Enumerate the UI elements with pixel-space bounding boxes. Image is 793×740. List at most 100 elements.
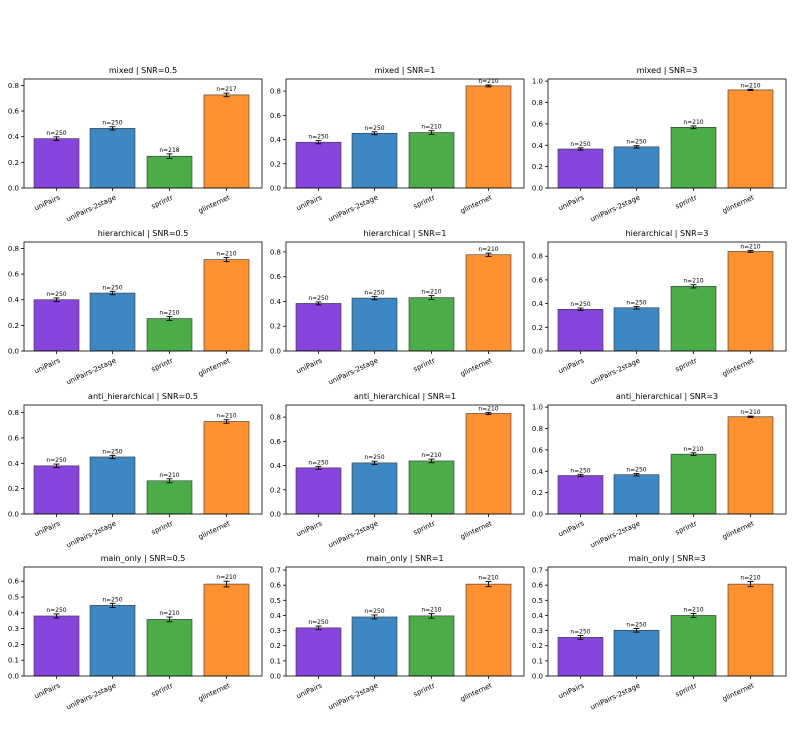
y-tick-label: 0.5 [532,597,543,605]
x-tick-label: sprintr [150,357,174,374]
subplot: hierarchical | SNR=1 0.0 0.2 0.4 0.6 0.8 n=250… [270,229,525,387]
y-tick-label: 0.6 [270,112,282,120]
subplot: main_only | SNR=3 0.0 0.1 0.2 0.3 0.4 0.5 0.6 0.… [532,554,787,712]
x-tick-label: glinternet [459,519,493,541]
x-tick-label: sprintr [412,194,436,211]
n-label: n=210 [683,606,703,613]
x-tick-label: glinternet [721,193,755,215]
y-tick-label: 0.4 [532,300,544,308]
x-tick-label: sprintr [150,194,174,211]
subplot-title: anti_hierarchical | SNR=1 [354,392,456,401]
n-label: n=210 [216,574,236,581]
n-label: n=210 [478,246,498,253]
bar-glinternet [465,413,512,515]
bar-glinternet [465,254,512,352]
subplot-title: mixed | SNR=0.5 [109,66,177,75]
y-tick-label: 0.0 [270,673,281,681]
bar-sprintr [146,619,193,677]
y-tick-label: 0.1 [8,657,19,665]
bar-uniPairs [557,308,604,352]
n-label: n=250 [626,621,646,628]
y-tick-label: 0.2 [8,641,19,649]
axes-frame [23,241,263,352]
x-tick-label: glinternet [721,356,755,378]
bar-sprintr [408,297,455,352]
x-tick-label: glinternet [197,519,231,541]
bar-glinternet [203,421,250,515]
x-tick-label: uniPairs [557,193,586,212]
n-label: n=250 [570,141,590,148]
y-tick-label: 0.4 [8,609,20,617]
n-label: n=250 [46,130,66,137]
n-label: n=250 [308,619,328,626]
bar-uniPairs [33,138,80,189]
x-tick-label: uniPairs-2stage [327,682,379,712]
n-label: n=250 [364,125,384,132]
y-tick-label: 0.8 [8,82,19,90]
y-tick-label: 1.0 [532,404,543,412]
bar-uniPairs-2stage [351,616,398,677]
bar-sprintr [408,615,455,677]
x-tick-label: uniPairs-2stage [65,357,117,387]
y-tick-label: 0.2 [270,486,281,494]
n-label: n=250 [102,284,122,291]
y-tick-label: 0.2 [270,642,281,650]
y-tick-label: 0.2 [270,160,281,168]
y-tick-label: 0.1 [532,657,543,665]
y-tick-label: 0.2 [532,489,543,497]
n-label: n=250 [102,596,122,603]
bar-uniPairs-2stage [89,128,136,189]
x-tick-label: uniPairs [295,356,324,375]
bar-glinternet [727,89,774,189]
bar-glinternet [727,583,774,677]
n-label: n=250 [46,457,66,464]
y-tick-label: 0.6 [270,273,282,281]
n-label: n=210 [740,575,760,582]
y-tick-label: 0.1 [270,657,281,665]
bar-uniPairs-2stage [613,629,660,677]
n-label: n=250 [626,299,646,306]
y-tick-label: 0.6 [8,434,20,442]
n-label: n=210 [421,607,441,614]
x-tick-label: uniPairs [33,193,62,212]
n-label: n=250 [626,139,646,146]
bar-uniPairs-2stage [351,297,398,352]
bar-glinternet [727,416,774,515]
y-tick-label: 0.4 [8,460,20,468]
x-tick-label: uniPairs-2stage [589,357,641,387]
bar-uniPairs [33,465,80,515]
n-label: n=210 [740,409,760,416]
y-tick-label: 0.3 [532,627,543,635]
n-label: n=250 [308,295,328,302]
n-label: n=210 [478,575,498,582]
x-tick-label: glinternet [721,681,755,703]
n-label: n=250 [308,459,328,466]
y-tick-label: 0.0 [8,348,19,356]
axes-frame [285,78,525,189]
n-label: n=250 [46,607,66,614]
bar-uniPairs-2stage [351,132,398,189]
bar-glinternet [727,251,774,352]
x-tick-label: sprintr [412,357,436,374]
subplot-title: main_only | SNR=0.5 [101,554,186,563]
n-label: n=250 [570,467,590,474]
bar-uniPairs [33,299,80,352]
x-tick-label: uniPairs-2stage [65,194,117,224]
y-tick-label: 0.8 [270,88,281,96]
x-tick-label: glinternet [197,193,231,215]
axes-frame [285,566,525,677]
subplot: main_only | SNR=1 0.0 0.1 0.2 0.3 0.4 0.5 0.6 0.… [270,554,525,712]
x-tick-label: glinternet [721,519,755,541]
y-tick-label: 0.8 [270,248,281,256]
y-tick-label: 0.4 [8,133,20,141]
subplot: anti_hierarchical | SNR=1 0.0 0.2 0.4 0.6 0.8… [270,392,525,550]
n-label: n=250 [102,120,122,127]
bar-glinternet [203,259,250,352]
y-tick-label: 0.2 [532,642,543,650]
n-label: n=217 [216,86,236,93]
bar-sprintr [408,460,455,515]
x-tick-label: glinternet [197,356,231,378]
bar-sprintr [146,318,193,352]
axes-frame [23,78,263,189]
axes-frame [547,404,787,515]
